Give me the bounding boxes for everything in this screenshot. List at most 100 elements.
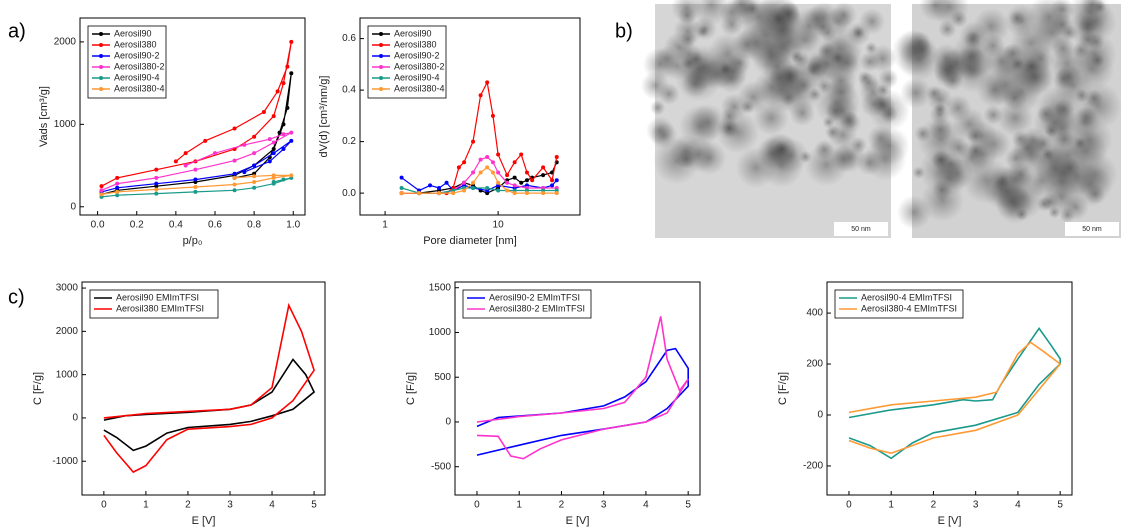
texture [914, 125, 932, 143]
texture [967, 142, 984, 160]
marker [451, 191, 456, 196]
marker [519, 180, 524, 185]
marker [271, 173, 276, 178]
marker [505, 180, 510, 185]
texture [995, 183, 1031, 220]
x-tick-label: 0 [846, 500, 852, 511]
marker [115, 175, 120, 180]
marker [550, 178, 555, 183]
marker [417, 191, 422, 196]
marker [154, 191, 159, 196]
x-tick-label: 1 [516, 500, 522, 511]
marker [399, 191, 404, 196]
marker [462, 160, 467, 165]
marker [519, 152, 524, 157]
marker [554, 155, 559, 160]
marker [471, 139, 476, 144]
marker [242, 142, 247, 147]
x-tick-label: 2 [559, 500, 565, 511]
marker [252, 134, 257, 139]
marker [154, 167, 159, 172]
texture [1068, 163, 1113, 208]
y-tick-label: 0 [72, 413, 78, 424]
texture [688, 51, 704, 67]
x-tick-label: 4 [643, 500, 649, 511]
x-tick-label: 5 [1057, 500, 1063, 511]
marker [462, 188, 467, 193]
marker [530, 178, 535, 183]
legend-label: Aerosil380 EMImTFSI [116, 303, 204, 313]
marker [505, 188, 510, 193]
texture [773, 62, 806, 95]
scale-bar: 50 nm [851, 226, 871, 233]
texture [1024, 164, 1059, 198]
y-axis-label: C [F/g] [405, 372, 417, 405]
texture [900, 77, 932, 109]
marker [289, 138, 294, 143]
texture [983, 105, 1004, 126]
marker [478, 157, 483, 162]
x-tick-label: 1.0 [286, 220, 300, 231]
tem-image: 50 nm [640, 0, 911, 238]
texture [870, 126, 910, 166]
legend-label: Aerosil380-2 [114, 61, 165, 71]
marker [285, 64, 290, 69]
series-line [476, 316, 689, 460]
marker [232, 182, 237, 187]
marker [252, 151, 257, 156]
marker [271, 114, 276, 119]
marker [281, 177, 286, 182]
plot-frame [79, 17, 306, 216]
marker [193, 177, 198, 182]
marker [252, 174, 257, 179]
marker [99, 184, 104, 189]
y-axis-label: C [F/g] [777, 372, 789, 405]
legend-label: Aerosil90 EMImTFSI [116, 292, 199, 302]
texture [807, 44, 847, 84]
marker [271, 147, 276, 152]
x-tick-label: 0 [101, 500, 107, 511]
x-tick-label: 0.2 [130, 220, 144, 231]
texture [804, 143, 849, 187]
marker [242, 170, 247, 175]
y-axis-label: Vads [cm³/g] [38, 86, 50, 147]
marker [154, 175, 159, 180]
y-tick-label: 2000 [56, 326, 79, 337]
marker [471, 180, 476, 185]
plot-frame [359, 17, 581, 216]
series-line [103, 302, 315, 474]
texture [1027, 0, 1072, 39]
texture [838, 110, 859, 130]
marker [281, 122, 286, 127]
texture [762, 25, 803, 67]
y-tick-label: -1000 [52, 456, 78, 467]
y-tick-label: 400 [806, 308, 823, 319]
y-tick-label: 2000 [54, 37, 77, 48]
marker [289, 39, 294, 44]
x-tick-label: 0.6 [208, 220, 222, 231]
tem-image: 50 nm [891, 0, 1122, 238]
marker [115, 185, 120, 190]
x-axis-label: p/p₀ [183, 235, 203, 247]
marker [99, 188, 104, 193]
texture [717, 116, 741, 140]
texture [933, 102, 947, 116]
texture [1036, 196, 1052, 212]
texture [799, 150, 812, 164]
texture [958, 43, 984, 70]
marker [505, 173, 510, 178]
texture [663, 32, 694, 62]
marker [281, 81, 286, 86]
legend-box [462, 289, 592, 319]
x-tick-label: 4 [1015, 500, 1021, 511]
texture [830, 51, 844, 65]
marker [524, 191, 529, 196]
marker [271, 180, 276, 185]
x-tick-label: 5 [685, 500, 691, 511]
legend-label: Aerosil380 [394, 39, 437, 49]
x-tick-label: 3 [973, 500, 979, 511]
panel-label: c) [8, 286, 25, 308]
marker [554, 178, 559, 183]
marker [512, 160, 517, 165]
legend-label: Aerosil90-4 [394, 72, 440, 82]
